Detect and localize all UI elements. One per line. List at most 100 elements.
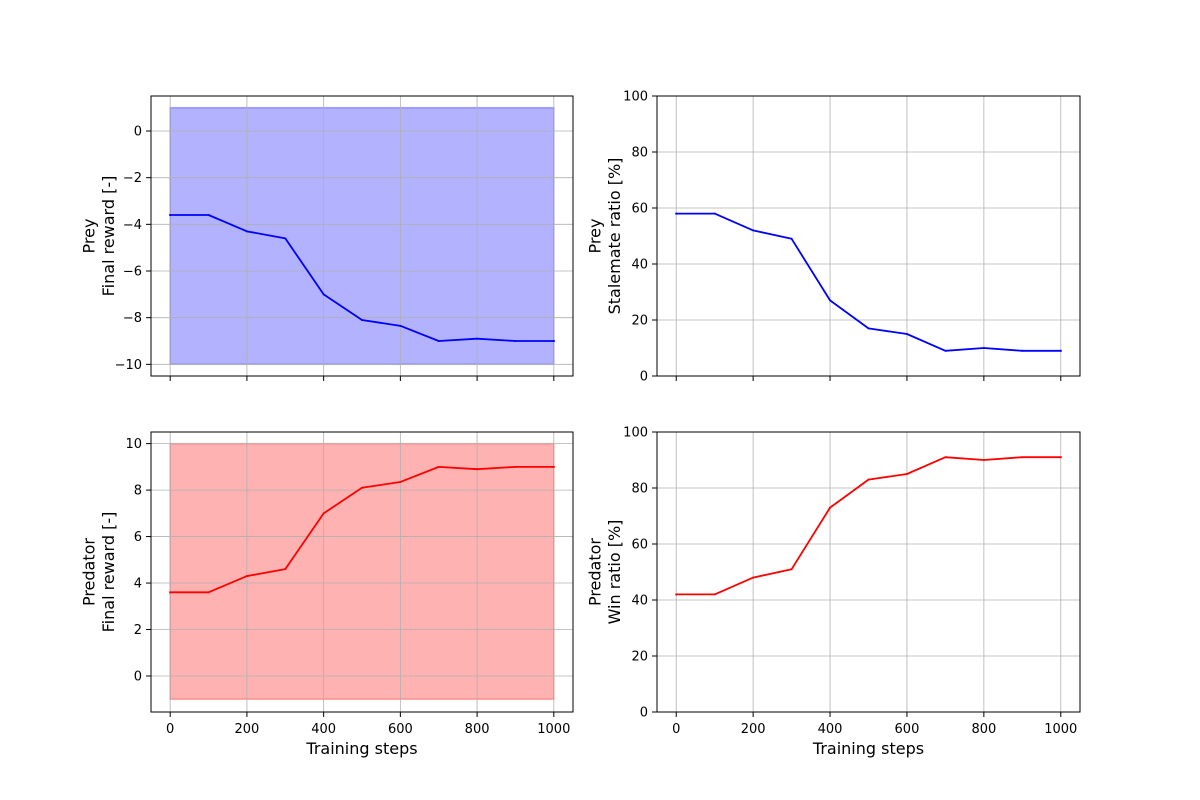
x-tick-label: 0 [672, 722, 680, 737]
data-point [476, 468, 479, 471]
data-point [207, 214, 210, 216]
x-tick-label: 800 [971, 722, 996, 737]
x-tick-label: 600 [388, 722, 413, 737]
y-axis-label-line: Final reward [-] [99, 512, 118, 633]
y-tick-label: 20 [631, 650, 648, 665]
data-point [829, 299, 832, 302]
range-band [169, 442, 555, 700]
x-tick-label: 800 [465, 722, 490, 737]
x-tick-label: 600 [895, 722, 920, 737]
y-tick-label: 40 [631, 258, 648, 273]
y-tick-label: 40 [631, 594, 648, 609]
y-tick-label: 20 [631, 314, 648, 329]
data-point [245, 575, 248, 578]
data-point [514, 340, 517, 342]
data-point [867, 327, 870, 330]
data-point [790, 568, 793, 571]
y-axis-label: PredatorFinal reward [-] [80, 512, 118, 633]
data-point [982, 347, 985, 349]
subplot-top-left: −10 −8 −6 −4 −2 0 PreyFinal reward [-] [80, 95, 574, 381]
y-tick-label: 6 [134, 530, 142, 545]
data-point [982, 459, 985, 461]
x-tick-label: 200 [741, 722, 766, 737]
x-tick-label: 200 [234, 722, 259, 737]
data-point [1059, 456, 1062, 459]
data-point [399, 480, 402, 483]
data-point [169, 591, 172, 594]
y-tick-label: 0 [134, 125, 142, 140]
data-point [437, 465, 440, 468]
y-tick-label: 0 [134, 669, 142, 684]
data-point [944, 456, 947, 459]
y-tick-label: −10 [115, 358, 142, 373]
data-point [284, 568, 287, 571]
axes-frame [150, 431, 574, 713]
axes-frame [150, 95, 574, 377]
y-tick-label: 80 [631, 482, 648, 497]
y-tick-label: 4 [134, 577, 142, 592]
data-point [514, 465, 517, 468]
data-point [361, 486, 363, 489]
y-tick-label: 2 [134, 623, 142, 638]
data-point [905, 333, 908, 335]
data-point [322, 512, 325, 515]
x-tick-label: 1000 [537, 722, 570, 737]
data-point [552, 340, 555, 342]
y-tick-label: −8 [123, 311, 142, 326]
y-axis-label: PredatorWin ratio [%] [586, 520, 624, 625]
y-tick-label: 60 [631, 538, 648, 553]
y-axis-label-line: Prey [586, 219, 605, 254]
y-tick-label: 8 [134, 484, 142, 499]
x-axis-label: Training steps [305, 739, 417, 758]
data-point [476, 337, 479, 340]
data-point [752, 576, 755, 579]
subplot-bottom-right: 0 200 400 600 800 1000 0 20 40 60 80 100 PredatorWin… [586, 426, 1081, 758]
y-tick-label: 0 [640, 370, 648, 385]
data-point [675, 593, 678, 596]
data-point [207, 591, 210, 594]
axes-frame [656, 431, 1081, 713]
data-point [437, 340, 440, 342]
y-axis-label-line: Predator [586, 538, 605, 606]
data-point [1021, 456, 1024, 459]
data-point [245, 230, 248, 233]
x-tick-label: 400 [311, 722, 336, 737]
data-point [169, 214, 172, 216]
x-tick-label: 1000 [1044, 722, 1077, 737]
data-point [361, 319, 363, 321]
y-axis-label: PreyFinal reward [-] [80, 176, 118, 297]
y-tick-label: 10 [125, 437, 142, 452]
x-tick-label: 400 [818, 722, 843, 737]
y-axis-label-line: Prey [80, 219, 99, 254]
y-tick-label: 80 [631, 146, 648, 161]
x-axis-label: Training steps [812, 739, 924, 758]
y-tick-label: 100 [623, 426, 648, 441]
data-point [322, 293, 325, 296]
y-tick-label: −2 [123, 171, 142, 186]
data-point [675, 212, 678, 215]
data-point [790, 237, 793, 240]
data-point [1021, 349, 1024, 352]
y-tick-label: 0 [640, 706, 648, 721]
data-point [752, 229, 755, 232]
data-point [399, 324, 402, 327]
y-axis-label-line: Final reward [-] [99, 176, 118, 297]
x-tick-label: 0 [166, 722, 174, 737]
data-point [713, 212, 716, 215]
range-band [169, 106, 555, 366]
y-tick-label: 100 [623, 90, 648, 105]
y-axis-label-line: Predator [80, 538, 99, 606]
data-point [552, 465, 555, 468]
y-axis-label: PreyStalemate ratio [%] [586, 158, 624, 315]
y-tick-label: −6 [123, 265, 142, 280]
data-point [713, 593, 716, 596]
axes-frame [656, 95, 1081, 377]
y-tick-label: −4 [123, 218, 142, 233]
y-tick-label: 60 [631, 202, 648, 217]
data-point [829, 506, 832, 509]
data-point [1059, 349, 1062, 352]
subplot-bottom-left: 0 200 400 600 800 1000 0 2 4 6 8 10 PredatorFinal re… [80, 431, 574, 758]
data-point [284, 237, 287, 240]
